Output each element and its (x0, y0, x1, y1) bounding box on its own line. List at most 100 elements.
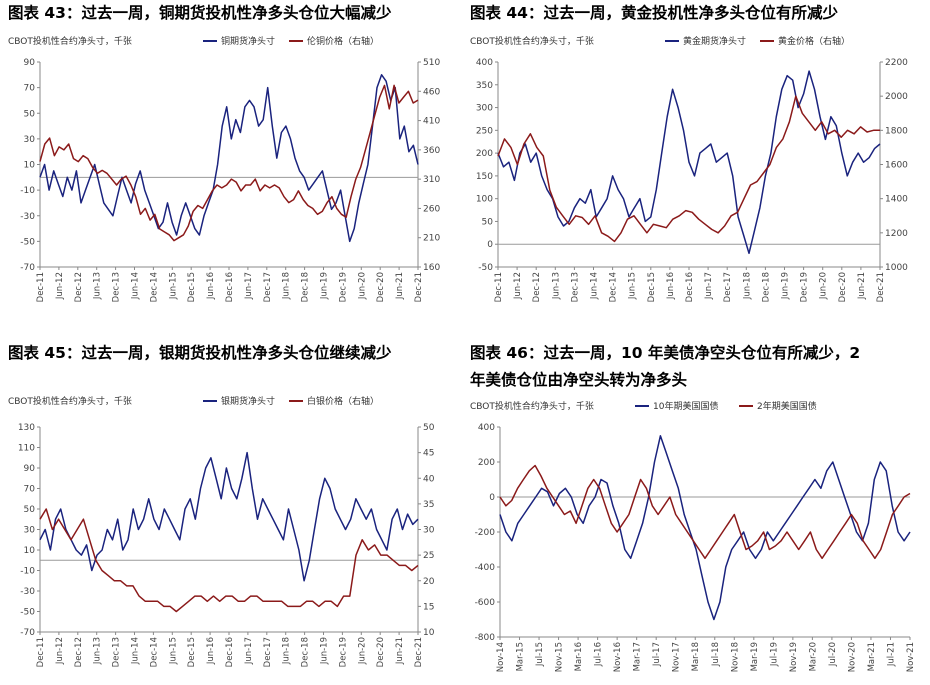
x-tick-label: Mar-21 (867, 642, 877, 671)
legend-label: 铜期货净头寸 (221, 35, 275, 47)
y-tick-label: 150 (476, 172, 493, 182)
y-tick-label: -400 (475, 563, 496, 573)
x-tick-label: Dec-15 (187, 272, 197, 302)
legend-item: 白银价格（右轴） (289, 395, 379, 407)
y-right-tick-label: 260 (423, 204, 440, 214)
y-tick-label: 50 (24, 109, 36, 119)
x-tick-label: Dec-16 (685, 272, 695, 302)
y-tick-label: 250 (476, 126, 493, 136)
y-right-tick-label: 2000 (885, 92, 908, 102)
x-tick-label: Jul-15 (535, 642, 545, 667)
legend-label: 伦铜价格（右轴） (307, 35, 379, 47)
y-right-tick-label: 160 (423, 263, 440, 273)
y-right-tick-label: 1800 (885, 126, 908, 136)
x-tick-label: Jun-19 (781, 272, 791, 300)
series-line (499, 435, 911, 621)
unit-label: CBOT投机性合约净头寸，千张 (8, 395, 132, 407)
x-tick-label: Jun-18 (282, 272, 292, 300)
legend-item: 伦铜价格（右轴） (289, 35, 379, 47)
x-tick-label: Jun-21 (395, 272, 405, 300)
x-tick-label: Dec-13 (112, 637, 122, 667)
series-line (39, 84, 419, 242)
x-tick-label: Nov-19 (789, 642, 799, 672)
x-tick-label: Dec-13 (570, 272, 580, 302)
y-tick-label: 10 (24, 546, 36, 556)
x-tick-label: Dec-17 (263, 272, 273, 302)
x-tick-label: Mar-18 (691, 642, 701, 671)
x-tick-label: Dec-21 (876, 272, 886, 302)
x-tick-label: Dec-14 (149, 272, 159, 302)
x-tick-label: Jul-20 (828, 642, 838, 667)
chart-panel-copper: 图表 43：过去一周，铜期货投机性净多头仓位大幅减少 CBOT投机性合约净头寸，… (8, 0, 458, 320)
x-tick-label: Jul-17 (652, 642, 662, 667)
x-tick-label: Dec-20 (376, 272, 386, 302)
x-tick-label: Dec-19 (338, 272, 348, 302)
x-tick-label: Jun-19 (320, 272, 330, 300)
x-tick-label: Jun-14 (131, 272, 141, 300)
x-tick-label: Jun-21 (857, 272, 867, 300)
x-tick-label: Jun-20 (357, 637, 367, 665)
x-tick-label: Dec-15 (647, 272, 657, 302)
x-tick-label: Jun-15 (168, 637, 178, 665)
y-tick-label: 350 (476, 81, 493, 91)
legend-label: 银期货净头寸 (221, 395, 275, 407)
x-tick-label: Jun-20 (357, 272, 367, 300)
y-right-tick-label: 45 (423, 449, 434, 459)
series-line (39, 508, 419, 613)
y-right-tick-label: 360 (423, 146, 440, 156)
x-tick-label: Jun-16 (206, 272, 216, 300)
chart-title: 图表 46：过去一周，10 年美债净空头仓位有所减少，2 年美债仓位由净空头转为… (470, 340, 860, 394)
x-tick-label: Jul-21 (886, 642, 896, 667)
unit-label: CBOT投机性合约净头寸，千张 (470, 35, 594, 47)
y-right-tick-label: 2200 (885, 58, 908, 68)
x-tick-label: Jun-13 (93, 637, 103, 665)
x-tick-label: Dec-12 (532, 272, 542, 302)
y-right-tick-label: 1600 (885, 161, 908, 171)
x-tick-label: Jun-16 (206, 637, 216, 665)
x-tick-label: Jun-12 (513, 272, 523, 300)
y-right-tick-label: 1400 (885, 195, 908, 205)
x-tick-label: Mar-20 (808, 642, 818, 671)
series-line (497, 95, 880, 243)
y-right-tick-label: 510 (423, 58, 440, 68)
y-tick-label: -70 (20, 628, 35, 638)
legend-label: 白银价格（右轴） (307, 395, 379, 407)
y-tick-label: 90 (24, 58, 36, 68)
y-right-tick-label: 35 (423, 500, 434, 510)
gold-chart: CBOT投机性合约净头寸，千张 黄金期货净头寸 黄金价格（右轴） -50 0 50 100 1… (470, 35, 908, 302)
silver-chart: CBOT投机性合约净头寸，千张 银期货净头寸 白银价格（右轴） -70 -50 -30 -1… (8, 395, 435, 667)
x-tick-label: Dec-17 (723, 272, 733, 302)
x-tick-label: Jun-18 (282, 637, 292, 665)
x-tick-label: Nov-16 (613, 642, 623, 672)
y-right-tick-label: 40 (423, 474, 435, 484)
y-tick-label: -50 (20, 608, 35, 618)
x-tick-label: Mar-19 (750, 642, 760, 671)
x-tick-label: Jun-13 (93, 272, 103, 300)
y-right-tick-label: 20 (423, 577, 435, 587)
y-right-tick-label: 310 (423, 175, 440, 185)
x-tick-label: Nov-21 (906, 642, 916, 672)
x-tick-label: Jun-14 (131, 637, 141, 665)
x-tick-label: Jul-18 (711, 642, 721, 667)
legend-item: 2年期美国国债 (739, 400, 817, 412)
y-tick-label: 400 (478, 423, 495, 433)
x-tick-label: Dec-21 (414, 637, 424, 667)
x-tick-label: Dec-20 (838, 272, 848, 302)
legend-item: 银期货净头寸 (203, 395, 275, 407)
x-tick-label: Dec-11 (494, 272, 504, 302)
y-right-tick-label: 15 (423, 602, 434, 612)
x-tick-label: Dec-14 (149, 637, 159, 667)
y-right-tick-label: 10 (423, 628, 435, 638)
legend-item: 黄金价格（右轴） (760, 35, 850, 47)
y-tick-label: -800 (475, 633, 496, 643)
x-tick-label: Dec-11 (36, 637, 46, 667)
x-tick-label: Jun-18 (742, 272, 752, 300)
legend-label: 黄金期货净头寸 (683, 35, 746, 47)
x-tick-label: Jun-16 (666, 272, 676, 300)
chart-title: 图表 44：过去一周，黄金投机性净多头仓位有所减少 (470, 4, 838, 22)
x-tick-label: Mar-17 (633, 642, 643, 671)
chart-title-line-2: 年美债仓位由净空头转为净多头 (470, 371, 688, 389)
y-right-tick-label: 25 (423, 551, 434, 561)
x-tick-label: Dec-12 (74, 272, 84, 302)
x-tick-label: Jul-19 (769, 642, 779, 667)
